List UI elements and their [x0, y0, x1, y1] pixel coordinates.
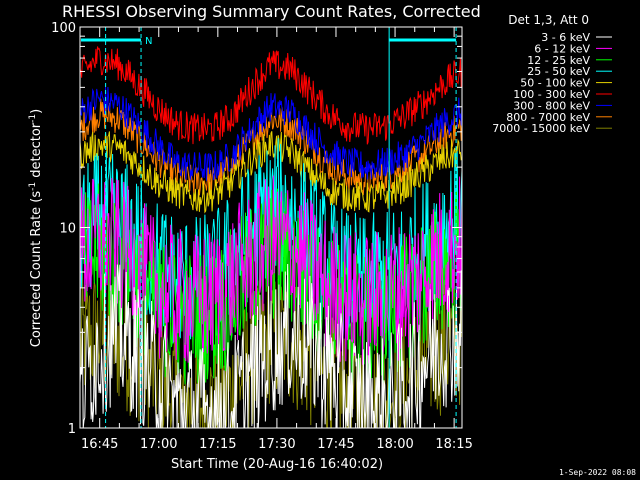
- x-tick-label: 17:15: [199, 437, 236, 452]
- legend-label: 12 - 25 keV: [527, 54, 590, 67]
- x-tick-label: 18:15: [435, 437, 472, 452]
- y-axis-label-end: ): [29, 109, 44, 114]
- y-tick-label: 100: [51, 21, 76, 36]
- x-tick-label: 17:30: [258, 437, 295, 452]
- y-axis: 1 10 100: [51, 21, 462, 437]
- x-tick-label: 17:00: [140, 437, 177, 452]
- series-line-7: [79, 98, 463, 196]
- chart-title: RHESSI Observing Summary Count Rates, Co…: [62, 2, 481, 21]
- legend-label: 100 - 300 keV: [513, 88, 590, 101]
- legend-label: 6 - 12 keV: [534, 42, 590, 55]
- footer-timestamp: 1-Sep-2022 08:08: [559, 468, 636, 477]
- annotation-night-label: N: [145, 36, 152, 47]
- legend-label: 7000 - 15000 keV: [492, 122, 590, 135]
- legend-label: 50 - 100 keV: [520, 77, 590, 90]
- series-layer: [79, 46, 463, 430]
- y-tick-label: 10: [59, 222, 76, 237]
- series-line-6: [79, 86, 463, 181]
- y-axis-label: Corrected Count Rate (s-1 detector-1): [28, 109, 44, 347]
- legend-label: 25 - 50 keV: [527, 65, 590, 78]
- x-axis-label: Start Time (20-Aug-16 16:40:02): [171, 457, 383, 472]
- y-axis-label-exp2: -1: [28, 114, 38, 123]
- legend-label: 300 - 800 keV: [513, 99, 590, 112]
- series-line-0: [79, 263, 463, 429]
- overlay-layer: N: [81, 27, 457, 428]
- series-line-4: [79, 131, 463, 214]
- y-axis-label-exp1: -1: [28, 182, 38, 191]
- x-tick-label: 17:45: [317, 437, 354, 452]
- x-tick-label: 18:00: [376, 437, 413, 452]
- x-axis: 16:45 17:00 17:15 17:30 17:45 18:00 18:15: [79, 27, 473, 452]
- legend-header: Det 1,3, Att 0: [508, 13, 589, 27]
- legend-label: 3 - 6 keV: [541, 31, 590, 44]
- y-axis-label-main: Corrected Count Rate (s: [29, 191, 44, 348]
- y-tick-label: 1: [68, 422, 76, 437]
- y-axis-label-mid: detector: [29, 122, 44, 182]
- series-line-5: [79, 46, 463, 145]
- x-tick-label: 16:45: [81, 437, 118, 452]
- legend-label: 800 - 7000 keV: [506, 111, 590, 124]
